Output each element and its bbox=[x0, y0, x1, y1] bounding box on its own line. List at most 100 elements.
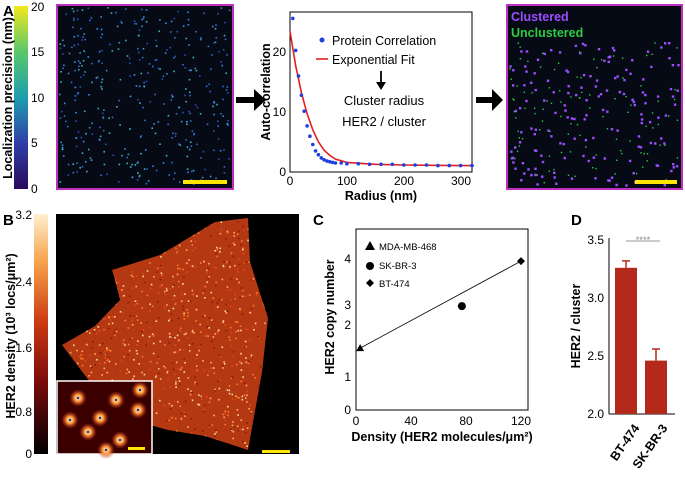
data-point bbox=[339, 161, 344, 165]
localization-point bbox=[213, 149, 215, 152]
density-pixel bbox=[132, 317, 135, 319]
localization-point bbox=[88, 127, 91, 129]
clustered-point bbox=[518, 141, 522, 144]
density-pixel bbox=[107, 350, 109, 352]
density-pixel bbox=[250, 354, 253, 357]
density-pixel bbox=[232, 437, 234, 440]
density-pixel bbox=[215, 306, 217, 308]
unclustered-point bbox=[668, 115, 670, 117]
copy-number-ylabel: HER2 copy number bbox=[323, 259, 337, 374]
density-pixel bbox=[79, 356, 81, 358]
density-pixel bbox=[122, 295, 124, 297]
clustered-point bbox=[511, 156, 515, 160]
density-pixel bbox=[226, 231, 229, 234]
scale-bar-b bbox=[262, 450, 290, 453]
localization-point bbox=[74, 61, 76, 63]
clustered-point bbox=[582, 154, 585, 158]
density-pixel bbox=[171, 336, 174, 338]
density-pixel bbox=[172, 298, 175, 301]
unclustered-point bbox=[614, 98, 616, 100]
unclustered-point bbox=[635, 172, 638, 175]
density-pixel bbox=[245, 261, 248, 264]
colorbar-b-label: HER2 density (10³ locs/μm²) bbox=[4, 253, 18, 418]
density-pixel bbox=[252, 278, 255, 280]
density-pixel bbox=[163, 252, 166, 254]
localization-point bbox=[222, 98, 224, 101]
density-pixel bbox=[228, 392, 231, 395]
clustered-point bbox=[523, 172, 526, 175]
unclustered-point bbox=[515, 117, 517, 119]
localization-point bbox=[125, 39, 127, 42]
density-pixel bbox=[248, 294, 251, 296]
localization-point bbox=[144, 119, 146, 122]
density-pixel bbox=[195, 383, 198, 385]
unclustered-point bbox=[657, 100, 659, 102]
unclustered-point bbox=[539, 129, 541, 131]
legend-triangle-icon bbox=[365, 241, 375, 250]
localization-point bbox=[159, 143, 161, 145]
density-pixel bbox=[187, 426, 189, 428]
localization-point bbox=[70, 81, 73, 84]
density-pixel bbox=[243, 382, 246, 384]
density-pixel bbox=[115, 363, 117, 365]
density-pixel bbox=[240, 419, 243, 421]
colorbar-b bbox=[34, 214, 48, 454]
clustered-point bbox=[592, 136, 595, 140]
localization-point bbox=[172, 132, 174, 134]
data-point bbox=[302, 109, 307, 113]
density-pixel bbox=[258, 385, 261, 387]
c-ytick-1: 1 bbox=[344, 370, 351, 384]
unclustered-point bbox=[550, 102, 553, 105]
density-pixel bbox=[103, 317, 105, 320]
density-pixel bbox=[234, 321, 237, 323]
density-pixel bbox=[194, 381, 196, 384]
density-pixel bbox=[227, 405, 229, 408]
localization-point bbox=[118, 163, 121, 166]
density-pixel bbox=[169, 288, 172, 290]
density-pixel bbox=[221, 346, 224, 348]
density-pixel bbox=[195, 308, 198, 311]
density-pixel bbox=[103, 367, 106, 370]
localization-point bbox=[217, 13, 219, 15]
localization-point bbox=[173, 17, 176, 20]
density-pixel bbox=[149, 287, 152, 290]
density-pixel bbox=[228, 389, 231, 392]
localization-point bbox=[223, 166, 226, 168]
density-pixel bbox=[163, 387, 165, 390]
density-pixel bbox=[203, 289, 206, 292]
density-pixel bbox=[222, 364, 224, 367]
density-pixel bbox=[236, 321, 239, 323]
density-pixel bbox=[254, 322, 257, 325]
localization-point bbox=[138, 51, 140, 54]
density-pixel bbox=[168, 309, 170, 312]
density-pixel bbox=[213, 372, 216, 374]
clustered-point bbox=[562, 142, 565, 146]
density-pixel bbox=[99, 352, 101, 354]
density-pixel bbox=[182, 305, 184, 307]
density-pixel bbox=[221, 298, 223, 301]
data-point bbox=[311, 142, 315, 147]
density-pixel bbox=[133, 304, 136, 306]
density-pixel bbox=[215, 281, 217, 284]
unclustered-point bbox=[581, 91, 583, 94]
localization-point bbox=[223, 34, 226, 37]
density-pixel bbox=[233, 231, 235, 234]
clustered-point bbox=[546, 79, 550, 82]
density-pixel bbox=[229, 266, 231, 268]
density-pixel bbox=[237, 414, 239, 416]
density-pixel bbox=[188, 348, 191, 351]
density-pixel bbox=[142, 328, 145, 331]
unclustered-point bbox=[585, 146, 587, 148]
density-pixel bbox=[130, 274, 133, 277]
clustered-point bbox=[605, 89, 609, 92]
density-pixel bbox=[99, 363, 101, 365]
colorbar-a-tick-20: 20 bbox=[31, 0, 45, 14]
density-pixel bbox=[142, 334, 144, 337]
density-pixel bbox=[216, 333, 219, 335]
clustered-point bbox=[512, 161, 515, 164]
legend-label-fit: Exponential Fit bbox=[332, 53, 415, 67]
clustered-point bbox=[676, 89, 679, 92]
localization-point bbox=[82, 59, 85, 62]
localization-point bbox=[154, 59, 156, 62]
unclustered-point bbox=[543, 182, 545, 184]
